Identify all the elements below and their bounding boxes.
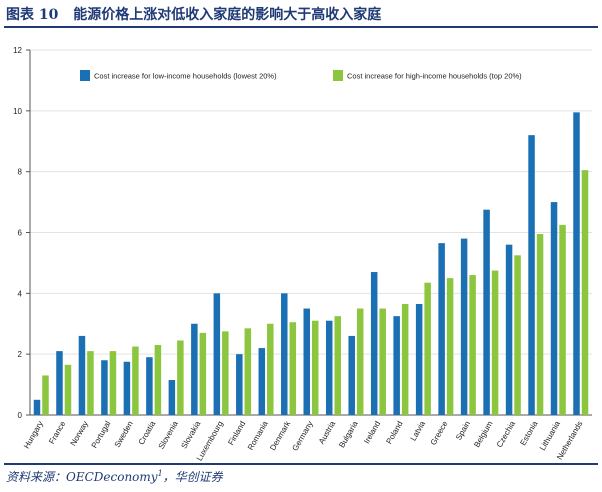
bar-low-income [56, 351, 63, 415]
legend-swatch-high-income [333, 70, 343, 81]
x-tick-label: Denmark [268, 419, 293, 452]
bar-low-income [483, 209, 490, 415]
x-tick-label: Finland [226, 420, 247, 447]
y-tick-label: 4 [18, 289, 23, 298]
bar-low-income [281, 293, 288, 415]
y-tick-label: 0 [18, 411, 23, 420]
x-tick-label: Slovenia [157, 419, 180, 451]
bar-high-income [379, 308, 386, 415]
bar-low-income [213, 293, 221, 415]
bar-low-income [550, 202, 558, 415]
x-tick-label: Bulgaria [337, 419, 360, 449]
x-tick-label: Spain [454, 420, 472, 442]
y-tick-label: 6 [18, 229, 23, 238]
bar-low-income [168, 380, 176, 415]
legend-label-low-income: Cost increase for low-income households … [94, 72, 277, 81]
x-tick-label: Greece [429, 419, 450, 447]
bar-high-income [132, 346, 139, 415]
bar-high-income [401, 303, 409, 415]
bar-high-income [536, 234, 544, 415]
x-tick-label: Norway [69, 420, 90, 448]
bar-low-income [438, 243, 445, 415]
bar-high-income [64, 364, 72, 415]
bar-high-income [222, 331, 229, 415]
y-tick-label: 2 [18, 350, 23, 359]
bar-high-income [177, 340, 184, 415]
bar-high-income [491, 270, 499, 415]
legend-swatch-low-income [80, 70, 90, 81]
x-tick-label: Austria [317, 419, 338, 446]
figure-number: 图表 10 [6, 7, 59, 23]
x-tick-label: Portugal [90, 419, 113, 449]
bar-high-income [334, 316, 341, 415]
bar-high-income [267, 323, 274, 415]
bar-high-income [154, 345, 162, 415]
bar-low-income [123, 361, 131, 415]
bar-low-income [191, 323, 198, 415]
bar-high-income [289, 322, 297, 415]
bar-high-income [446, 278, 454, 415]
bar-high-income [87, 351, 94, 415]
x-tick-label: Croatia [137, 419, 158, 446]
bar-low-income [348, 335, 355, 415]
x-tick-label: Belgium [472, 419, 494, 449]
source-footnote-mark: 1 [157, 469, 163, 478]
bar-low-income [370, 272, 378, 415]
bar-low-income [393, 316, 400, 415]
figure-title: 图表 10 能源价格上涨对低收入家庭的影响大于高收入家庭 [6, 4, 596, 26]
x-tick-label: Romania [246, 419, 270, 452]
y-tick-label: 10 [13, 107, 22, 116]
x-tick-label: Poland [384, 420, 404, 446]
bar-low-income [146, 357, 153, 415]
x-tick-label: Czechia [495, 419, 518, 449]
bar-high-income [559, 224, 566, 415]
x-tick-label: Germany [290, 420, 314, 453]
x-tick-label: France [47, 419, 68, 446]
bar-low-income [573, 112, 580, 416]
bar-high-income [514, 255, 521, 415]
x-tick-label: Hungary [22, 420, 45, 451]
bar-high-income [109, 351, 117, 415]
source-prefix: 资料来源：OECDeconomy [6, 470, 158, 484]
source-suffix: ，华创证券 [162, 470, 223, 484]
x-tick-label: Sweden [113, 420, 135, 450]
bar-high-income [42, 375, 49, 415]
bar-low-income [258, 348, 266, 415]
bar-low-income [236, 354, 243, 415]
bar-low-income [78, 335, 86, 415]
x-tick-label: Ireland [362, 420, 382, 446]
x-tick-label: Latvia [409, 419, 428, 442]
bar-high-income [312, 320, 319, 415]
bar-low-income [415, 303, 423, 415]
bar-low-income [33, 399, 41, 415]
bar-low-income [460, 238, 468, 415]
bar-low-income [101, 360, 108, 415]
bar-high-income [244, 328, 252, 415]
figure-title-text: 能源价格上涨对低收入家庭的影响大于高收入家庭 [73, 7, 382, 23]
bar-low-income [528, 135, 535, 415]
legend-label-high-income: Cost increase for high-income households… [347, 72, 522, 81]
footer-divider [4, 463, 598, 465]
x-tick-label: Lithuania [538, 419, 562, 452]
bar-high-income [199, 332, 207, 415]
bar-low-income [505, 244, 513, 415]
title-divider [4, 26, 598, 28]
source-note: 资料来源：OECDeconomy1，华创证券 [6, 468, 223, 485]
bar-high-income [469, 275, 476, 415]
bar-high-income [581, 170, 589, 415]
bar-high-income [424, 282, 431, 415]
x-tick-label: Slovakia [179, 419, 202, 450]
y-tick-label: 12 [13, 46, 22, 55]
bar-high-income [356, 308, 364, 415]
bar-low-income [325, 320, 333, 415]
x-tick-label: Estonia [518, 419, 539, 447]
y-tick-label: 8 [18, 168, 23, 177]
bar-low-income [303, 308, 310, 415]
